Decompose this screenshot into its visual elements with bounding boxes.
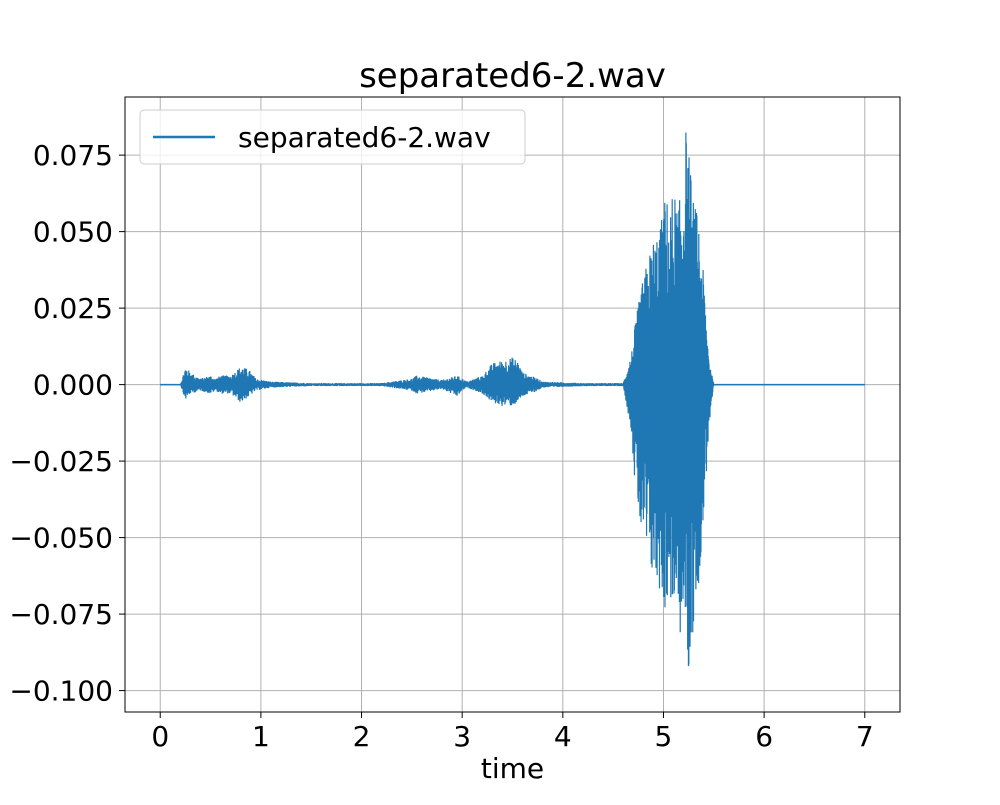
x-tick-label: 2 <box>353 720 371 753</box>
plot-area <box>160 132 865 667</box>
plot-frame <box>124 96 901 713</box>
y-tick-label: −0.075 <box>9 598 113 631</box>
axis-ticks: 0 1 2 3 4 5 6 7 0.075 0.050 0.025 0.000 −0.025 −0.050… <box>9 139 873 753</box>
x-tick-label: 3 <box>453 720 471 753</box>
y-tick-label: −0.025 <box>9 445 113 478</box>
x-tick-label: 6 <box>755 720 773 753</box>
x-tick-label: 4 <box>554 720 572 753</box>
y-tick-label: 0.025 <box>33 292 113 325</box>
y-tick-label: −0.050 <box>9 522 113 555</box>
x-axis-label: time <box>481 752 544 785</box>
x-tick-label: 1 <box>252 720 270 753</box>
y-tick-label: 0.000 <box>33 369 113 402</box>
legend-label: separated6-2.wav <box>238 121 491 154</box>
chart-title: separated6-2.wav <box>359 56 666 96</box>
legend: separated6-2.wav <box>139 109 526 165</box>
x-tick-label: 5 <box>655 720 673 753</box>
y-tick-label: −0.100 <box>9 675 113 708</box>
y-tick-label: 0.050 <box>33 216 113 249</box>
x-tick-label: 7 <box>856 720 874 753</box>
legend-box <box>139 109 526 165</box>
y-tick-label: 0.075 <box>33 139 113 172</box>
x-tick-label: 0 <box>151 720 169 753</box>
